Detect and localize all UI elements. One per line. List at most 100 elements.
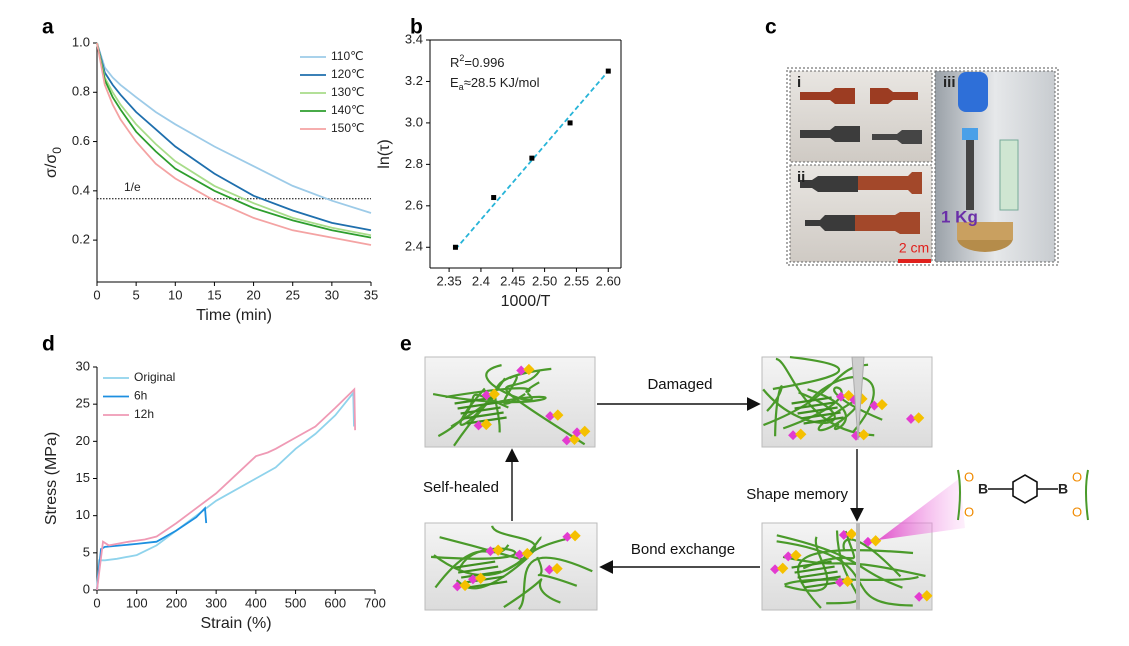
polymer-chain [808, 376, 875, 433]
zoom-cone [878, 478, 965, 540]
y-tick-label: 2.4 [405, 239, 423, 254]
x-tick-label: 2.4 [472, 273, 490, 288]
y-axis-label: ln(τ) [376, 139, 393, 168]
y-axis-label: Stress (MPa) [43, 432, 60, 525]
y-axis-label-main: ln(τ) [376, 139, 393, 168]
reference-label: 1/e [124, 180, 141, 194]
x-tick-label: 100 [126, 595, 148, 610]
polymer-chain [485, 364, 533, 402]
crosslink-yellow [876, 398, 888, 411]
data-point [491, 195, 497, 201]
y-tick-label: 2.8 [405, 156, 423, 171]
legend-label: 110℃ [331, 49, 364, 63]
y-tick-label: 0.6 [72, 133, 90, 148]
x-tick-label: 500 [285, 595, 307, 610]
polymer-chain [445, 381, 540, 399]
crosslink-yellow [480, 418, 492, 431]
x-tick-label: 2.45 [500, 273, 525, 288]
y-axis-label-main: σ/σ [43, 154, 60, 178]
x-tick-label: 20 [246, 287, 260, 302]
crosslink-yellow [492, 544, 504, 556]
step-label: Self-healed [423, 479, 499, 496]
crosslink-yellow [459, 579, 471, 592]
x-tick-label: 0 [93, 287, 100, 302]
annotation-rest: ≈28.5 KJ/mol [464, 75, 540, 90]
x-tick-label: 15 [207, 287, 221, 302]
crystal-lamella [457, 401, 498, 410]
step-label: Shape memory [746, 486, 848, 503]
benzene-ring [1012, 474, 1038, 504]
data-line [96, 42, 372, 232]
panel-label: d [42, 333, 55, 356]
annotation: R2=0.996 [450, 53, 505, 70]
fit-line [454, 70, 609, 250]
crosslink-yellow [921, 590, 933, 602]
x-tick-label: 600 [324, 595, 346, 610]
polymer-chain [797, 549, 914, 609]
crystal-lamella [454, 560, 496, 569]
polymer-chain [766, 385, 783, 437]
crystal-lamella [466, 580, 508, 589]
y-tick-label: 15 [76, 470, 90, 485]
x-tick-label: 2.55 [564, 273, 589, 288]
crack [851, 356, 865, 441]
panel-label: a [42, 16, 54, 39]
crosslink-pink [473, 420, 484, 431]
x-tick-label: 25 [285, 287, 299, 302]
bond [957, 469, 1089, 521]
y-tick-label: 5 [83, 544, 90, 559]
polymer-chain [775, 357, 875, 437]
atom-label: O [1072, 469, 1082, 484]
y-tick-label: 10 [76, 507, 90, 522]
crystal-lamella [794, 401, 835, 410]
y-tick-label: 2.6 [405, 197, 423, 212]
data-point [452, 244, 458, 250]
data-line [96, 42, 372, 237]
legend-label: 6h [134, 389, 147, 403]
atom-label: O [964, 469, 974, 484]
photo-label: i [797, 74, 801, 91]
weight-label: 1 Kg [941, 207, 978, 226]
panel-label: c [765, 16, 777, 39]
photo-panel [786, 67, 1059, 266]
annotation-main: E [450, 75, 459, 90]
polymer-chain [455, 556, 529, 590]
crystal-lamella [800, 575, 841, 584]
legend-label: 130℃ [331, 85, 365, 99]
polymer-chain [772, 355, 840, 391]
crosslink-yellow [869, 535, 882, 547]
annotation-main: R [450, 55, 459, 70]
annotation-sub: a [459, 82, 464, 92]
crystal-lamella [797, 406, 838, 415]
y-tick-label: 3.2 [405, 73, 423, 88]
crosslink-pink [544, 564, 555, 575]
scale-bar-label: 2 cm [899, 240, 929, 256]
crosslink-yellow [913, 412, 925, 424]
crystal-lamella [797, 570, 838, 579]
crosslink-pink [869, 400, 880, 411]
polymer-chain [783, 575, 919, 586]
crosslink-yellow [552, 409, 564, 421]
crosslink-pink [906, 413, 916, 424]
y-tick-label: 0.4 [72, 182, 90, 197]
crosslink-yellow [521, 547, 533, 560]
crosslink-pink [572, 427, 582, 438]
crystal-lamella [800, 411, 841, 420]
data-point [567, 120, 573, 126]
polymer-chain [802, 530, 856, 570]
y-tick-label: 25 [76, 396, 90, 411]
annotation: Ea≈28.5 KJ/mol [450, 75, 540, 92]
polymer-chain [536, 556, 578, 587]
step-label: Damaged [647, 376, 712, 393]
crosslink-yellow [523, 363, 535, 376]
data-line [96, 390, 355, 591]
crosslink-pink [783, 551, 794, 562]
crystal-lamella [457, 565, 499, 574]
crosslink-pink [770, 564, 780, 575]
healing-diagram: Damaged Shape memory Bond exchange Self-hea… [423, 355, 1089, 611]
crystal-lamella [794, 565, 835, 574]
legend-label: 140℃ [331, 103, 365, 117]
photo-label: iii [943, 74, 956, 91]
data-line [96, 42, 372, 239]
